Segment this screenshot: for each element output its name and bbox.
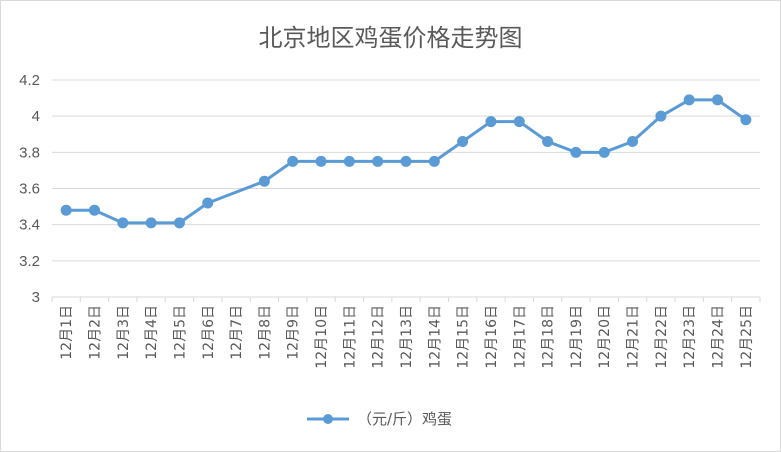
y-tick-label: 3 bbox=[32, 289, 40, 306]
data-point bbox=[88, 204, 100, 216]
x-tick-label: 12月20日 bbox=[597, 305, 613, 369]
x-axis bbox=[51, 296, 761, 302]
data-point bbox=[627, 135, 639, 147]
data-point bbox=[372, 155, 384, 167]
x-tick-label: 12月8日 bbox=[257, 305, 273, 360]
data-point bbox=[287, 155, 299, 167]
x-tick-label: 12月19日 bbox=[569, 305, 585, 369]
chart-title: 北京地区鸡蛋价格走势图 bbox=[258, 24, 523, 52]
data-point bbox=[173, 217, 185, 229]
data-point bbox=[655, 110, 667, 122]
data-point bbox=[145, 217, 157, 229]
data-point bbox=[485, 116, 497, 128]
data-point bbox=[117, 217, 129, 229]
x-tick-label: 12月13日 bbox=[399, 305, 415, 369]
data-point bbox=[598, 146, 610, 158]
y-tick-label: 4 bbox=[32, 108, 40, 125]
data-point bbox=[428, 155, 440, 167]
x-tick-label: 12月11日 bbox=[342, 305, 358, 369]
x-tick-label: 12月14日 bbox=[427, 305, 443, 369]
x-tick-label: 12月7日 bbox=[229, 305, 245, 360]
legend: （元/斤）鸡蛋 bbox=[305, 408, 452, 429]
x-tick-label: 12月5日 bbox=[172, 305, 188, 360]
y-tick-label: 3.4 bbox=[19, 217, 40, 234]
data-point bbox=[513, 116, 525, 128]
x-tick-label: 12月2日 bbox=[87, 305, 103, 360]
data-point bbox=[542, 135, 554, 147]
x-tick-label: 12月23日 bbox=[682, 305, 698, 369]
legend-label: （元/斤）鸡蛋 bbox=[357, 410, 453, 428]
y-axis-ticks: 3 3.2 3.4 3.6 3.8 4 4.2 bbox=[19, 72, 40, 306]
y-tick-label: 4.2 bbox=[19, 72, 40, 89]
x-tick-label: 12月17日 bbox=[512, 305, 528, 369]
x-tick-label: 12月1日 bbox=[59, 305, 75, 360]
x-tick-label: 12月9日 bbox=[286, 305, 302, 360]
x-tick-label: 12月16日 bbox=[484, 305, 500, 369]
data-point bbox=[343, 155, 355, 167]
x-tick-label: 12月24日 bbox=[711, 305, 727, 369]
data-point bbox=[570, 146, 582, 158]
x-tick-label: 12月18日 bbox=[541, 305, 557, 369]
x-tick-label: 12月3日 bbox=[116, 305, 132, 360]
data-point bbox=[315, 155, 327, 167]
legend-marker-icon bbox=[307, 413, 349, 424]
x-tick-label: 12月25日 bbox=[739, 305, 755, 369]
x-tick-label: 12月15日 bbox=[456, 305, 472, 369]
x-tick-label: 12月22日 bbox=[654, 305, 670, 369]
x-tick-label: 12月12日 bbox=[371, 305, 387, 369]
x-tick-label: 12月10日 bbox=[314, 305, 330, 369]
x-axis-ticks: 12月1日 12月2日 12月3日 12月4日 12月5日 12月6日 12月7日 12月8日… bbox=[59, 305, 755, 369]
data-point bbox=[712, 94, 724, 106]
x-tick-label: 12月6日 bbox=[201, 305, 217, 360]
gridlines bbox=[52, 79, 760, 262]
data-point bbox=[258, 175, 270, 187]
data-point bbox=[457, 135, 469, 147]
y-tick-label: 3.6 bbox=[19, 181, 40, 198]
y-tick-label: 3.8 bbox=[19, 144, 40, 161]
data-point bbox=[60, 204, 72, 216]
data-point bbox=[740, 114, 752, 126]
data-points bbox=[60, 94, 752, 229]
data-point bbox=[683, 94, 695, 106]
data-point bbox=[400, 155, 412, 167]
x-tick-label: 12月4日 bbox=[144, 305, 160, 360]
data-point bbox=[202, 197, 214, 209]
x-tick-label: 12月21日 bbox=[626, 305, 642, 369]
y-tick-label: 3.2 bbox=[19, 253, 40, 270]
